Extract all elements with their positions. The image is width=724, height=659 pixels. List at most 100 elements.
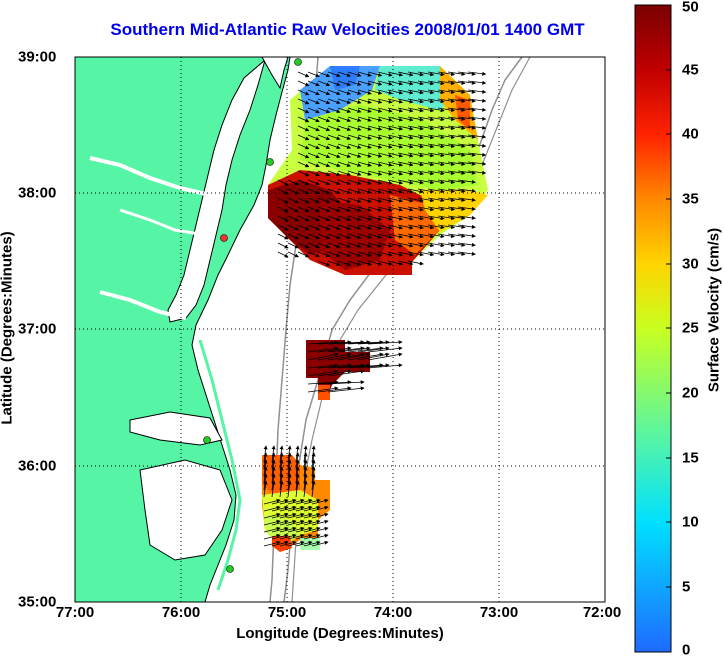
velocity-arrow xyxy=(457,233,476,238)
velocity-arrow xyxy=(337,352,371,361)
velocity-arrow xyxy=(457,215,476,220)
velocity-arrow xyxy=(457,251,476,256)
velocity-arrow xyxy=(457,71,476,76)
velocity-arrow xyxy=(457,170,476,175)
velocity-arrow xyxy=(317,152,331,159)
velocity-arrow xyxy=(367,116,383,122)
velocity-arrow xyxy=(337,152,352,158)
velocity-arrow xyxy=(427,125,445,131)
x-tick-label: 73:00 xyxy=(479,604,519,621)
velocity-arrow xyxy=(447,152,466,157)
velocity-arrow xyxy=(263,480,268,498)
velocity-arrow xyxy=(337,251,352,257)
velocity-arrow xyxy=(397,206,414,212)
james-river xyxy=(99,290,187,320)
velocity-arrow xyxy=(307,215,320,222)
velocity-arrow xyxy=(327,206,341,213)
velocity-arrow xyxy=(427,143,445,149)
velocity-arrow xyxy=(357,152,372,158)
velocity-arrow xyxy=(457,188,476,193)
velocity-arrow xyxy=(307,161,320,168)
velocity-arrow xyxy=(347,125,362,131)
velocity-arrow xyxy=(317,386,352,393)
velocity-arrow xyxy=(327,152,341,159)
velocity-arrow xyxy=(271,480,276,498)
velocity-arrow xyxy=(417,161,435,167)
velocity-arrow xyxy=(297,107,310,114)
velocity-arrow xyxy=(397,161,414,167)
velocity-arrow xyxy=(417,89,435,95)
velocity-arrow xyxy=(337,197,352,203)
velocity-arrow xyxy=(271,512,289,519)
velocity-arrow xyxy=(387,125,404,131)
velocity-arrow xyxy=(317,143,331,150)
velocity-arrow xyxy=(377,80,393,86)
velocity-arrow xyxy=(457,80,476,85)
velocity-arrow xyxy=(417,179,435,185)
velocity-arrow xyxy=(311,533,329,540)
velocity-arrow xyxy=(387,134,404,140)
velocity-vectors xyxy=(263,71,487,547)
velocity-arrow xyxy=(303,533,321,540)
velocity-arrow xyxy=(297,215,310,222)
velocity-arrow xyxy=(457,224,476,229)
velocity-arrow xyxy=(357,161,372,167)
velocity-arrow xyxy=(337,116,352,122)
velocity-arrow xyxy=(307,179,320,186)
velocity-arrow xyxy=(417,152,435,158)
velocity-arrow xyxy=(317,161,331,168)
velocity-arrow xyxy=(317,251,331,258)
velocity-arrow xyxy=(357,197,372,203)
velocity-arrow xyxy=(387,206,404,212)
velocity-arrow xyxy=(427,215,445,221)
velocity-arrow xyxy=(347,346,384,353)
velocity-arrow xyxy=(437,71,456,77)
velocity-arrow xyxy=(303,498,321,505)
velocity-arrow xyxy=(277,206,289,213)
velocity-arrow xyxy=(377,179,393,185)
velocity-arrow xyxy=(317,71,331,78)
velocity-arrow xyxy=(407,134,424,140)
velocity-arrow xyxy=(437,134,456,140)
velocity-arrow xyxy=(387,116,404,122)
velocity-arrow xyxy=(307,224,320,231)
velocity-arrow xyxy=(447,206,466,211)
colorbar-tick-label: 30 xyxy=(682,255,699,273)
velocity-arrow xyxy=(317,233,331,240)
velocity-arrow xyxy=(437,143,456,149)
velocity-arrow xyxy=(327,197,341,204)
velocity-arrow xyxy=(357,352,390,361)
velocity-arrow xyxy=(277,233,289,240)
velocity-arrow xyxy=(347,161,362,167)
velocity-arrow xyxy=(327,233,341,240)
velocity-arrow xyxy=(327,116,341,123)
velocity-arrow xyxy=(279,526,297,533)
velocity-arrow xyxy=(297,125,310,132)
velocity-arrow xyxy=(279,519,297,526)
velocity-arrow xyxy=(311,498,329,505)
velocity-arrow xyxy=(427,242,445,248)
velocity-arrow xyxy=(357,170,372,176)
velocity-arrow xyxy=(263,519,281,526)
velocity-arrow xyxy=(397,98,414,104)
velocity-arrow xyxy=(417,215,435,221)
velocity-arrow xyxy=(295,526,313,533)
velocity-arrow xyxy=(367,352,403,361)
velocity-arrow xyxy=(287,224,300,231)
velocity-arrow xyxy=(447,233,466,238)
colorbar-label: Surface Velocity (cm/s) xyxy=(705,227,723,393)
velocity-arrow xyxy=(311,540,329,547)
velocity-arrow xyxy=(377,125,393,131)
velocity-arrow xyxy=(367,224,383,230)
velocity-arrow xyxy=(397,179,414,185)
velocity-arrow xyxy=(327,89,341,96)
colorbar-tick-label: 5 xyxy=(682,578,691,596)
velocity-arrow xyxy=(427,152,445,158)
velocity-arrow xyxy=(377,260,393,266)
colorbar-tick-label: 15 xyxy=(682,449,699,467)
velocity-arrow xyxy=(357,206,372,212)
velocity-arrow xyxy=(327,369,365,377)
velocity-arrow xyxy=(437,98,456,104)
velocity-arrow xyxy=(327,170,341,177)
velocity-arrow xyxy=(427,71,445,77)
